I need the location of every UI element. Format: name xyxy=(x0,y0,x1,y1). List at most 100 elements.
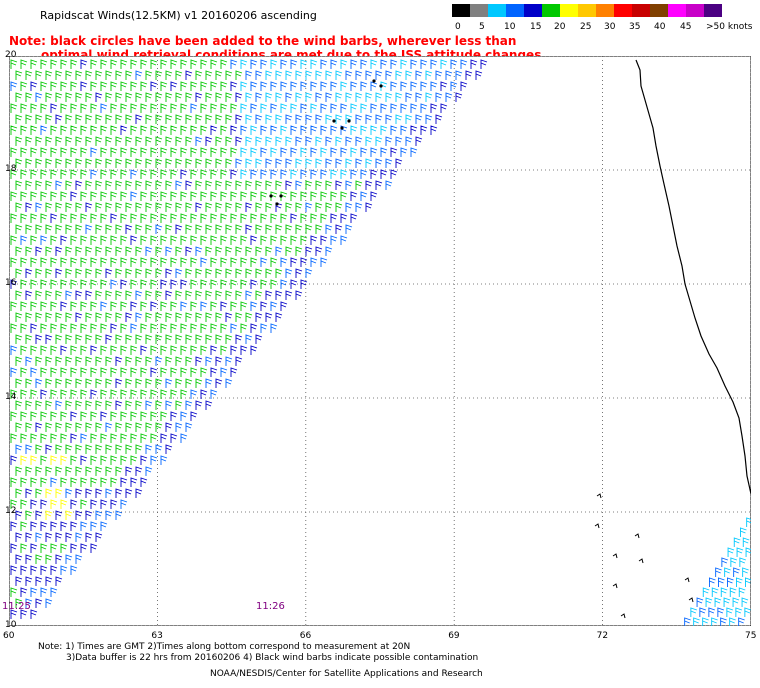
wind-barb xyxy=(55,202,63,212)
wind-barb xyxy=(170,81,178,91)
wind-barb xyxy=(240,235,248,245)
wind-barb xyxy=(55,312,63,322)
wind-barb xyxy=(85,180,93,190)
wind-barb xyxy=(330,147,338,157)
wind-barb xyxy=(100,477,108,487)
wind-barb xyxy=(205,70,213,80)
wind-barb xyxy=(295,70,303,80)
wind-barb xyxy=(150,257,158,267)
wind-barb xyxy=(155,422,163,432)
wind-barb xyxy=(20,477,28,487)
wind-barb xyxy=(90,125,98,135)
wind-barb xyxy=(455,92,463,102)
wind-barb xyxy=(430,81,438,91)
wind-barb xyxy=(195,224,203,234)
wind-barb xyxy=(65,70,73,80)
wind-barb xyxy=(145,356,153,366)
wind-barb xyxy=(390,81,398,91)
wind-barb xyxy=(105,400,113,410)
wind-barb xyxy=(35,378,43,388)
wind-barb xyxy=(70,411,78,421)
wind-barb xyxy=(70,455,78,465)
wind-barb xyxy=(85,444,93,454)
wind-barb xyxy=(235,312,243,322)
wind-barb xyxy=(315,158,323,168)
wind-barb xyxy=(125,268,133,278)
wind-barb xyxy=(115,136,123,146)
wind-barb xyxy=(85,246,93,256)
wind-barb xyxy=(60,521,68,531)
wind-barb xyxy=(80,235,88,245)
wind-barb xyxy=(55,466,63,476)
wind-barb xyxy=(140,235,148,245)
wind-barb xyxy=(245,136,253,146)
colorbar-label: 0 xyxy=(455,22,461,32)
wind-barb xyxy=(195,180,203,190)
wind-barb xyxy=(135,312,143,322)
wind-barb xyxy=(120,279,128,289)
wind-barb xyxy=(365,114,373,124)
wind-barb xyxy=(70,433,78,443)
wind-barb xyxy=(50,301,58,311)
wind-barb xyxy=(70,345,78,355)
wind-barbs xyxy=(10,59,751,626)
wind-barb xyxy=(230,235,238,245)
wind-barb xyxy=(70,191,78,201)
wind-barb xyxy=(115,378,123,388)
wind-barb xyxy=(210,125,218,135)
wind-barb xyxy=(310,257,318,267)
wind-barb xyxy=(185,378,193,388)
wind-barb xyxy=(415,136,423,146)
latitude-label: 10 xyxy=(5,620,17,630)
wind-barb xyxy=(70,59,78,69)
wind-barb xyxy=(145,202,153,212)
contamination-circle xyxy=(340,126,344,130)
wind-barb xyxy=(742,537,750,547)
island-shape xyxy=(612,553,618,559)
wind-barb xyxy=(55,136,63,146)
contamination-circle xyxy=(347,119,351,123)
wind-barb xyxy=(125,400,133,410)
wind-barb xyxy=(30,213,38,223)
wind-barb xyxy=(320,59,328,69)
wind-barb xyxy=(180,411,188,421)
wind-barb xyxy=(80,169,88,179)
wind-barb xyxy=(235,158,243,168)
wind-barb xyxy=(90,345,98,355)
wind-barb xyxy=(460,59,468,69)
wind-barb xyxy=(345,136,353,146)
wind-barb xyxy=(370,125,378,135)
wind-barb xyxy=(170,59,178,69)
longitude-label: 66 xyxy=(299,631,312,641)
wind-barb xyxy=(40,235,48,245)
wind-barb xyxy=(40,59,48,69)
wind-barb xyxy=(10,433,18,443)
wind-barb xyxy=(210,147,218,157)
wind-barb xyxy=(195,400,203,410)
wind-barb xyxy=(140,345,148,355)
wind-barb xyxy=(40,301,48,311)
wind-barb xyxy=(305,202,313,212)
wind-barb xyxy=(255,136,263,146)
wind-barb xyxy=(440,103,448,113)
wind-barb xyxy=(30,103,38,113)
wind-barb xyxy=(215,202,223,212)
wind-barb xyxy=(275,246,283,256)
wind-barb xyxy=(205,290,213,300)
wind-barb xyxy=(95,510,103,520)
wind-barb xyxy=(200,103,208,113)
wind-barb xyxy=(220,235,228,245)
wind-barb xyxy=(10,367,18,377)
wind-barb xyxy=(140,367,148,377)
wind-barb xyxy=(335,70,343,80)
wind-barb xyxy=(110,257,118,267)
wind-barb xyxy=(702,587,710,597)
wind-barb xyxy=(105,422,113,432)
wind-barb xyxy=(50,81,58,91)
wind-barb xyxy=(365,70,373,80)
wind-barb xyxy=(25,268,33,278)
wind-barb xyxy=(90,301,98,311)
wind-barb xyxy=(305,92,313,102)
wind-barb xyxy=(285,158,293,168)
wind-barb xyxy=(250,257,258,267)
